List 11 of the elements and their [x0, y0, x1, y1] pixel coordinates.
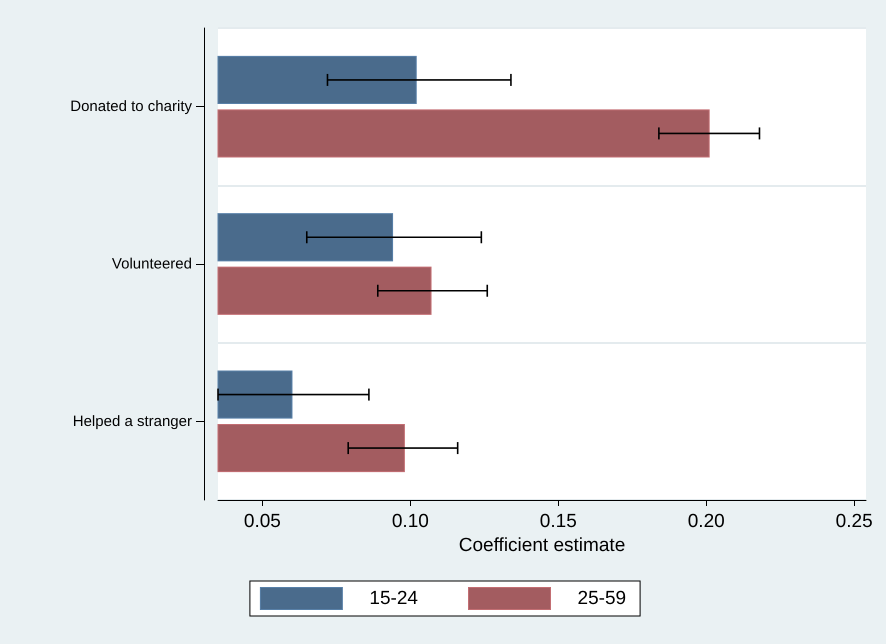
y-tick-label: Volunteered — [112, 256, 192, 272]
legend-label: 25-59 — [578, 588, 626, 609]
legend-label: 15-24 — [369, 588, 418, 609]
x-tick-label: 0.10 — [392, 511, 429, 532]
x-axis-title: Coefficient estimate — [458, 534, 626, 556]
y-tick-label: Donated to charity — [70, 98, 192, 116]
x-tick-label: 0.25 — [836, 511, 873, 532]
x-tick-label: 0.20 — [688, 511, 725, 532]
x-tick-label: 0.15 — [540, 511, 577, 532]
x-tick-label: 0.05 — [244, 511, 281, 532]
y-tick-label: Helped a stranger — [72, 412, 192, 430]
